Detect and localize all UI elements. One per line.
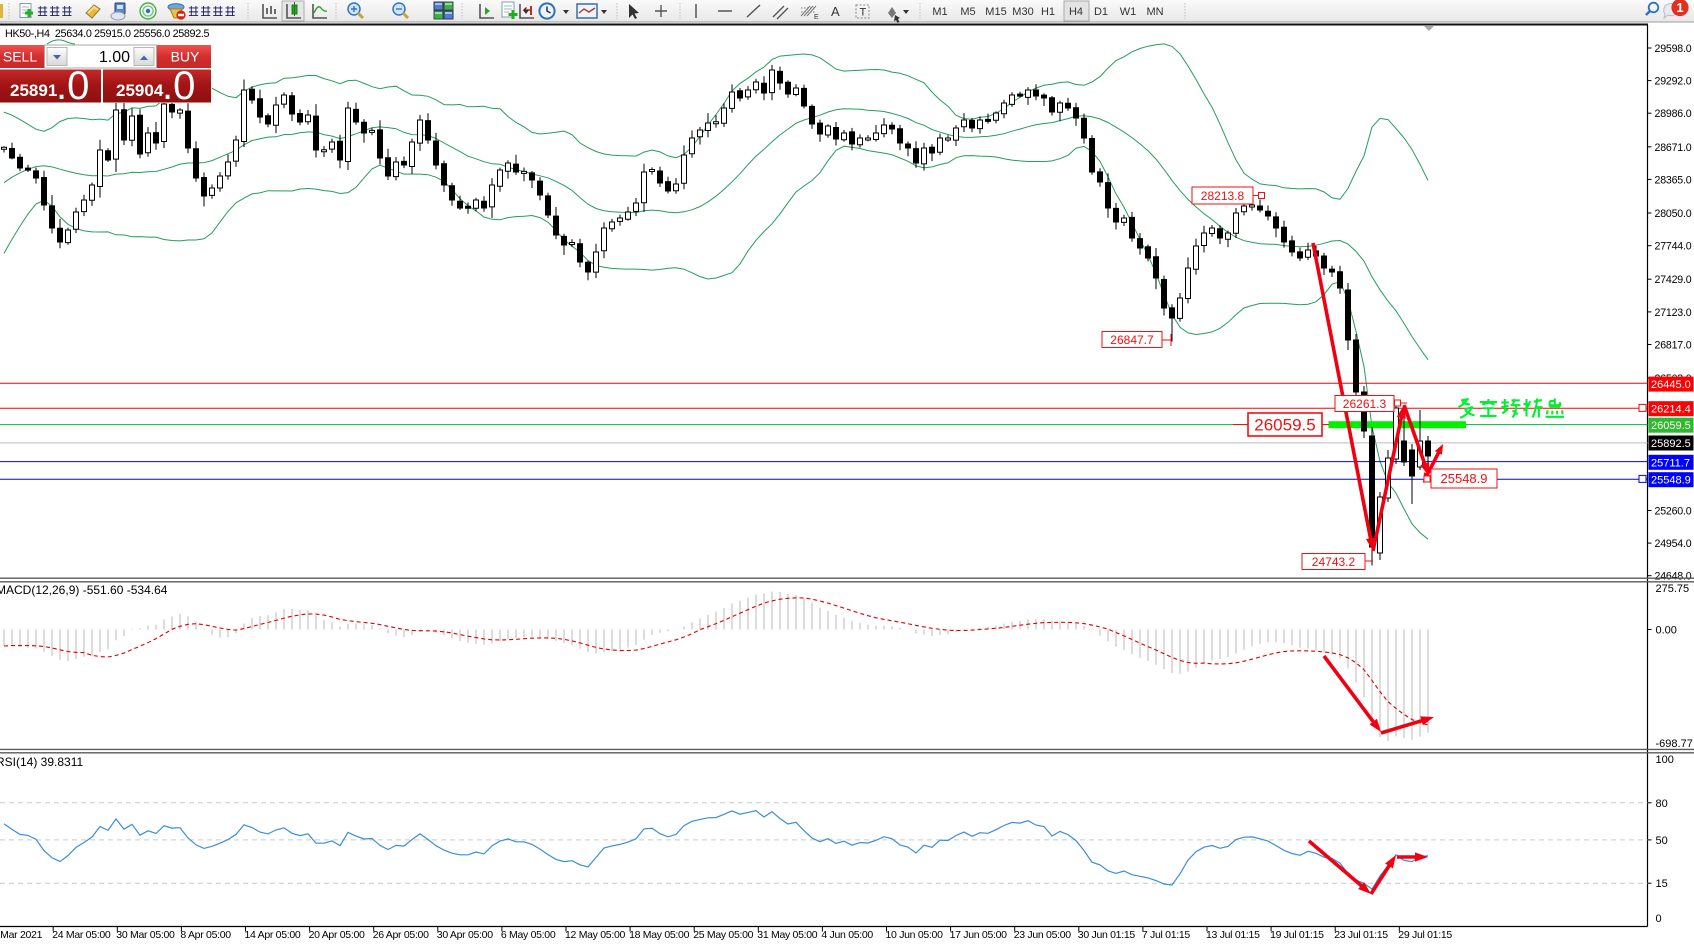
svg-text:26261.3: 26261.3 [1343,397,1387,411]
svg-text:26445.0: 26445.0 [1651,379,1691,391]
svg-text:24648.0: 24648.0 [1655,571,1692,583]
svg-text:50: 50 [1656,835,1668,847]
svg-text:26059.5: 26059.5 [1254,416,1315,435]
svg-text:26 Apr 05:00: 26 Apr 05:00 [373,929,429,941]
svg-text:1: 1 [1676,0,1683,15]
svg-text:27123.0: 27123.0 [1655,307,1692,319]
svg-text:1 Mar 2021: 1 Mar 2021 [0,929,43,941]
svg-text:30 Jun 01:15: 30 Jun 01:15 [1078,929,1136,941]
svg-text:29 Jul 01:15: 29 Jul 01:15 [1398,929,1452,941]
svg-text:D1: D1 [1094,6,1108,18]
svg-text:20 Apr 05:00: 20 Apr 05:00 [309,929,365,941]
svg-text:30 Apr 05:00: 30 Apr 05:00 [437,929,493,941]
svg-text:25904: 25904 [116,81,164,100]
svg-text:25891: 25891 [10,81,57,100]
svg-text:28671.0: 28671.0 [1655,142,1692,154]
svg-text:W1: W1 [1120,6,1137,18]
svg-text:25260.0: 25260.0 [1655,506,1692,518]
svg-text:4 Jun 05:00: 4 Jun 05:00 [821,929,873,941]
svg-text:27429.0: 27429.0 [1655,274,1692,286]
svg-text:T: T [860,7,867,19]
svg-text:28213.8: 28213.8 [1201,189,1245,203]
svg-text:M5: M5 [960,6,975,18]
svg-text:E: E [814,14,819,21]
svg-text:25548.9: 25548.9 [1651,475,1691,487]
svg-text:7 Jul 01:15: 7 Jul 01:15 [1142,929,1191,941]
svg-text:6 May 05:00: 6 May 05:00 [501,929,556,941]
svg-text:31 May 05:00: 31 May 05:00 [757,929,817,941]
svg-text:25 May 05:00: 25 May 05:00 [693,929,753,941]
svg-text:12 May 05:00: 12 May 05:00 [565,929,625,941]
svg-text:MACD(12,26,9) -551.60 -534.64: MACD(12,26,9) -551.60 -534.64 [0,583,168,597]
svg-text:24954.0: 24954.0 [1655,538,1692,550]
svg-text:1.00: 1.00 [99,49,130,66]
svg-text:25548.9: 25548.9 [1441,471,1488,486]
svg-text:10 Jun 05:00: 10 Jun 05:00 [886,929,944,941]
svg-text:26059.5: 26059.5 [1651,420,1691,432]
svg-text:14 Apr 05:00: 14 Apr 05:00 [245,929,301,941]
svg-text:25711.7: 25711.7 [1651,457,1690,469]
svg-text:-698.77: -698.77 [1656,738,1693,750]
svg-text:23 Jul 01:15: 23 Jul 01:15 [1334,929,1388,941]
svg-text:30 Mar 05:00: 30 Mar 05:00 [116,929,175,941]
svg-text:23 Jun 05:00: 23 Jun 05:00 [1014,929,1072,941]
svg-text:26817.0: 26817.0 [1655,340,1692,352]
svg-text:24743.2: 24743.2 [1312,555,1356,569]
svg-text:28050.0: 28050.0 [1655,208,1692,220]
svg-text:M15: M15 [985,6,1006,18]
svg-text:26214.4: 26214.4 [1651,404,1691,416]
svg-text:H4: H4 [1069,6,1083,18]
svg-text:27744.0: 27744.0 [1655,241,1692,253]
svg-text:80: 80 [1656,798,1668,810]
svg-text:8 Apr 05:00: 8 Apr 05:00 [180,929,231,941]
svg-text:M1: M1 [932,6,947,18]
svg-text:17 Jun 05:00: 17 Jun 05:00 [950,929,1008,941]
svg-text:28365.0: 28365.0 [1655,174,1692,186]
svg-text:26847.7: 26847.7 [1110,333,1154,347]
svg-text:29292.0: 29292.0 [1655,76,1692,88]
svg-text:HK50-,H4 25634.0 25915.0 2555: HK50-,H4 25634.0 25915.0 25556.0 25892.5 [5,28,210,40]
svg-text:0: 0 [1656,913,1662,925]
svg-text:275.75: 275.75 [1656,583,1690,595]
svg-text:BUY: BUY [171,49,200,65]
svg-text:15: 15 [1656,878,1668,890]
svg-text:100: 100 [1656,754,1674,766]
svg-text:M30: M30 [1012,6,1033,18]
svg-text:A: A [831,4,840,19]
svg-text:.0: .0 [162,64,195,108]
svg-text:RSI(14) 39.8311: RSI(14) 39.8311 [0,755,83,769]
svg-text:MN: MN [1146,6,1163,18]
svg-text:SELL: SELL [3,49,37,65]
svg-text:13 Jul 01:15: 13 Jul 01:15 [1206,929,1260,941]
svg-text:25892.5: 25892.5 [1651,438,1691,450]
svg-text:H1: H1 [1041,6,1055,18]
svg-text:24 Mar 05:00: 24 Mar 05:00 [52,929,111,941]
svg-text:19 Jul 01:15: 19 Jul 01:15 [1270,929,1324,941]
svg-text:0.00: 0.00 [1656,625,1677,637]
svg-text:28986.0: 28986.0 [1655,108,1692,120]
svg-text:18 May 05:00: 18 May 05:00 [629,929,689,941]
svg-text:.0: .0 [56,64,89,108]
svg-text:29598.0: 29598.0 [1655,43,1692,55]
